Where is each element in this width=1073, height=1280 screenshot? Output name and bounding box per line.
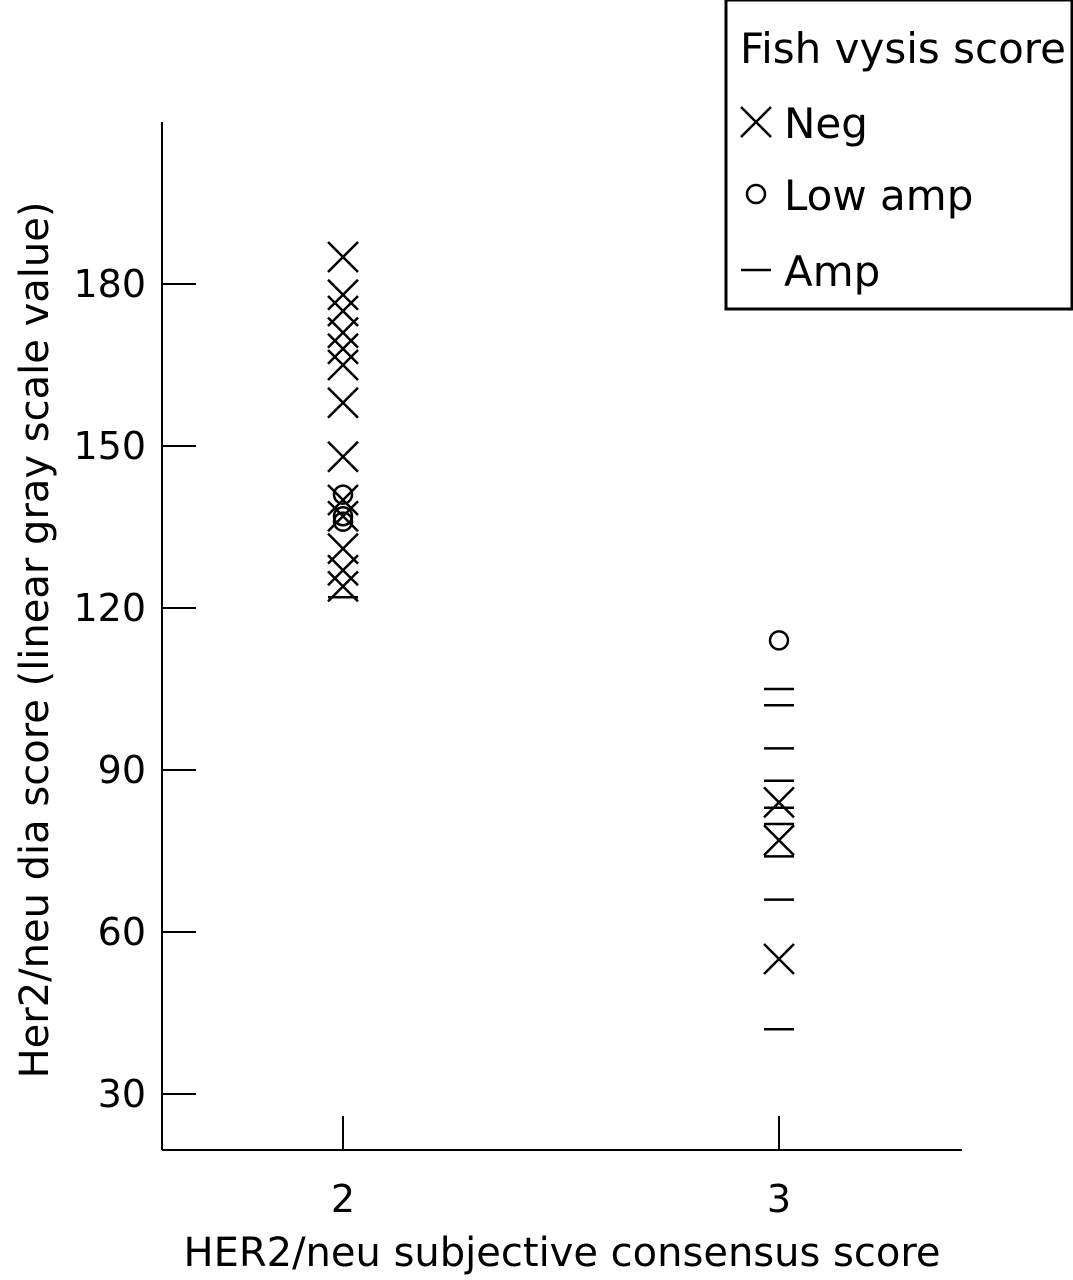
point-low-amp: [332, 484, 354, 505]
legend-marker-low-amp: [745, 183, 767, 205]
point-low-amp: [768, 630, 790, 651]
legend: Fish vysis score Neg Low amp Amp: [724, 0, 1073, 311]
legend-label: Neg: [784, 99, 868, 148]
y-tick-label: 60: [98, 910, 146, 954]
point-neg: [327, 554, 359, 587]
legend-label: Low amp: [784, 171, 973, 220]
x-tick-label: 2: [331, 1177, 355, 1221]
point-neg: [327, 386, 359, 419]
legend-entries: Neg Low amp Amp: [740, 99, 973, 296]
point-neg: [327, 500, 359, 533]
point-neg: [327, 278, 359, 311]
y-axis-label: Her2/neu dia score (linear gray scale va…: [12, 202, 58, 1079]
y-tick-label: 180: [73, 262, 146, 306]
legend-label: Amp: [784, 247, 880, 296]
point-neg: [327, 241, 359, 273]
legend-marker-neg: [740, 106, 772, 138]
point-neg: [327, 316, 359, 349]
y-tick-label: 30: [98, 1072, 146, 1116]
axes: [161, 122, 962, 1151]
y-tick-label: 90: [98, 748, 146, 792]
y-tick-label: 120: [73, 586, 146, 630]
y-tick-label: 150: [73, 424, 146, 468]
legend-title: Fish vysis score: [740, 24, 1066, 73]
point-neg: [763, 943, 795, 975]
x-tick-label: 3: [767, 1177, 791, 1221]
point-neg: [327, 349, 359, 381]
point-low-amp: [332, 511, 354, 532]
legend-box: [724, 0, 1073, 311]
point-neg: [327, 440, 359, 473]
point-neg: [763, 824, 795, 857]
data-marks: [327, 241, 795, 1031]
x-axis-label: HER2/neu subjective consensus score: [183, 1230, 940, 1276]
point-neg: [327, 332, 359, 365]
point-neg: [327, 484, 359, 516]
y-ticks: 30 60 90 120 150 180: [73, 262, 196, 1116]
point-low-amp: [332, 505, 354, 527]
point-neg: [763, 786, 795, 819]
